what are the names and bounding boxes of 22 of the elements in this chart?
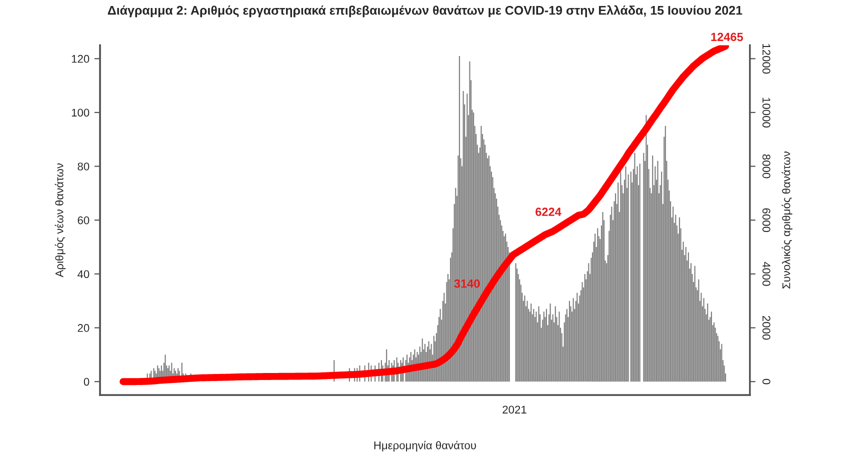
y2-tick-label: 12000 <box>762 44 770 74</box>
y2-tick-label: 6000 <box>762 208 770 232</box>
y-tick-label: 100 <box>72 108 90 117</box>
y-tick-label: 0 <box>84 378 90 386</box>
y2-tick-label: 2000 <box>762 316 770 340</box>
x-tick-label: 2021 <box>502 406 526 414</box>
y-tick-label: 80 <box>78 162 90 170</box>
y2-tick-label: 8000 <box>762 154 770 178</box>
y2-tick-label: 4000 <box>762 262 770 286</box>
y-tick-label: 120 <box>72 54 90 63</box>
text: 12465 <box>711 32 744 42</box>
chart-title: Διάγραμμα 2: Αριθμός εργαστηριακά επιβεβαιωμένων θανάτων με COVID-19 στην Ελλάδα, 15 Ιουνίου 2021 <box>108 5 742 18</box>
annotation: 6224 <box>536 208 562 216</box>
y-tick-label: 60 <box>78 216 90 224</box>
y2-axis-title: Συνολικός αριθμός θανάτων <box>782 152 792 289</box>
x-axis-title: Ημερομηνία θανάτου <box>374 440 476 452</box>
y-tick-label: 40 <box>78 270 90 278</box>
y-tick-label: 20 <box>78 324 90 332</box>
y2-tick-label: 0 <box>762 378 770 384</box>
annotation: 3140 <box>454 279 480 288</box>
y2-tick-label: 10000 <box>762 98 770 128</box>
y-axis-title: Αριθμός νέων θανάτων <box>54 163 66 278</box>
